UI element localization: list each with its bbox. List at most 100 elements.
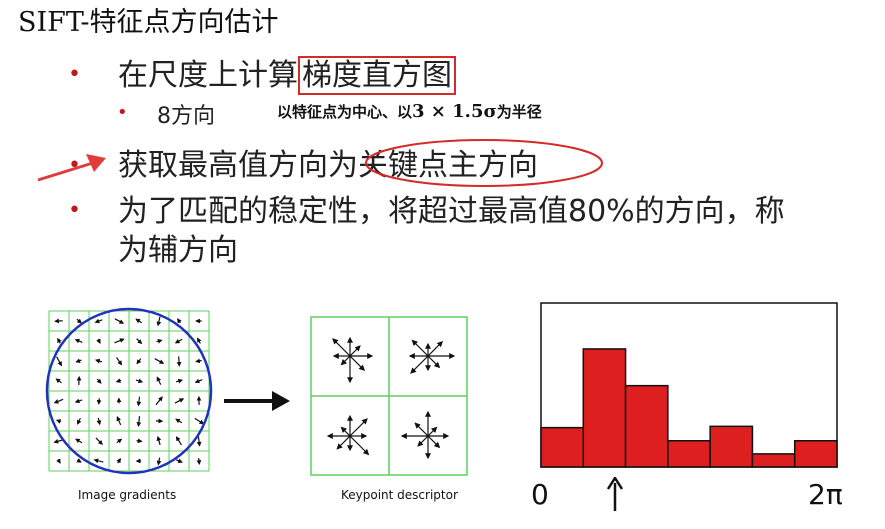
image-gradients-figure: [45, 307, 213, 475]
gradient-arrow: [95, 437, 103, 445]
descriptor-arrow: [340, 426, 351, 437]
bullet-secondary-orientation-line1: 为了匹配的稳定性，将超过最高值80%的方向，称: [118, 194, 785, 229]
descriptor-arrow: [349, 345, 361, 357]
gradient-arrow: [197, 337, 202, 344]
gradient-arrow: [116, 457, 122, 464]
gradient-arrow: [175, 458, 183, 463]
gradient-arrow: [75, 438, 83, 444]
bullet-dot-icon: •: [68, 198, 81, 223]
gradient-arrow: [175, 378, 184, 384]
gradient-arrow: [174, 398, 185, 404]
descriptor-arrow: [349, 418, 368, 437]
gradient-arrow: [56, 356, 62, 367]
x-end-label: 2π: [808, 478, 843, 511]
gradient-arrow: [53, 398, 64, 404]
red-arrow-icon: [37, 154, 106, 182]
right-arrow-icon: [224, 391, 290, 411]
red-ellipse-highlight: [365, 139, 603, 187]
gradient-arrow: [114, 318, 125, 324]
descriptor-arrow: [414, 422, 429, 437]
orientation-histogram: [540, 302, 838, 468]
descriptor-arrow: [417, 435, 429, 447]
gradient-arrow: [156, 338, 163, 344]
gradient-arrow: [136, 338, 143, 345]
gradient-arrow: [136, 358, 142, 365]
gradient-arrow: [155, 396, 163, 406]
keypoint-descriptor-figure: [310, 316, 468, 476]
gradient-arrow: [96, 338, 101, 344]
gradient-arrow: [114, 338, 125, 344]
bullet-gradient-histogram: 在尺度上计算 梯度直方图: [118, 50, 456, 95]
histogram-bar: [667, 440, 711, 468]
bullet-dot-icon: •: [68, 153, 81, 178]
descriptor-arrow: [349, 355, 365, 371]
gradient-arrow: [74, 338, 83, 344]
gradient-arrow: [57, 337, 62, 344]
descriptor-arrow: [427, 435, 441, 449]
slide-title: SIFT-特征点方向估计: [18, 7, 279, 38]
histogram-bar: [624, 384, 669, 468]
histogram-bar: [793, 440, 838, 468]
bullet-text: 在尺度上计算: [118, 58, 298, 93]
note-suffix: 为半径: [496, 103, 542, 121]
descriptor-arrow: [427, 341, 443, 357]
gradient-arrow: [77, 417, 82, 425]
gradient-arrow: [94, 318, 103, 324]
gradient-arrow: [55, 419, 62, 424]
gradient-arrow: [135, 318, 143, 324]
descriptor-arrow: [411, 339, 429, 357]
gradient-arrow: [196, 436, 202, 447]
gradient-arrow: [56, 458, 61, 464]
descriptor-arrow: [427, 355, 441, 369]
gradient-arrow: [76, 318, 82, 324]
gradient-arrow: [156, 316, 162, 327]
gaussian-window-circle: [45, 307, 213, 475]
gradient-arrow: [156, 457, 162, 466]
gradient-arrow: [135, 378, 144, 384]
gradient-arrow: [116, 416, 122, 426]
highlight-box-gradient-histogram: 梯度直方图: [298, 56, 456, 95]
gradient-arrow: [175, 436, 182, 446]
descriptor-arrow: [336, 435, 351, 450]
descriptor-arrow: [340, 355, 351, 366]
gradient-arrow: [96, 417, 102, 426]
bullet-text: 获取最高值方向为: [118, 148, 358, 183]
gradient-arrow: [55, 378, 62, 384]
gradient-arrow: [176, 356, 182, 367]
gradient-arrow: [177, 318, 182, 324]
image-gradients-caption: Image gradients: [78, 488, 177, 502]
histogram-bar: [582, 348, 627, 468]
gradient-arrow: [194, 378, 203, 384]
bullet-secondary-orientation-line2: 为辅方向: [118, 233, 238, 268]
bullet-dot-icon: •: [68, 62, 81, 87]
gradient-arrow: [74, 398, 83, 404]
gradient-arrow: [154, 358, 165, 364]
gradient-arrow: [136, 416, 142, 428]
gradient-arrow: [116, 357, 123, 366]
gradient-arrow: [96, 378, 102, 384]
descriptor-arrow: [427, 426, 438, 437]
gradient-arrow: [75, 358, 82, 363]
descriptor-arrow: [349, 435, 370, 456]
descriptor-arrow: [410, 355, 429, 374]
gradient-arrow: [195, 358, 202, 364]
histogram-bar: [540, 426, 585, 468]
gradient-arrow: [196, 458, 202, 466]
descriptor-arrow: [332, 338, 351, 357]
gradient-arrow: [76, 458, 82, 463]
sub-bullet-eight-directions: 8方向: [157, 104, 215, 129]
gradient-arrow: [194, 417, 205, 425]
radius-note: 以特征点为中心、以3 × 1.5σ为半径: [277, 101, 542, 122]
gradient-arrow: [116, 438, 123, 444]
gradient-arrow: [156, 435, 162, 446]
gradient-arrow: [175, 418, 183, 424]
gradient-arrow: [94, 358, 103, 364]
note-formula: 3 × 1.5σ: [412, 101, 497, 122]
gradient-arrow: [115, 378, 122, 383]
gradient-arrow: [136, 438, 143, 444]
histogram-bar: [751, 453, 796, 468]
keypoint-descriptor-caption: Keypoint descriptor: [341, 488, 458, 502]
gradient-arrow: [93, 458, 104, 464]
sub-bullet-dot-icon: •: [117, 102, 128, 123]
histogram-bar: [709, 425, 754, 468]
